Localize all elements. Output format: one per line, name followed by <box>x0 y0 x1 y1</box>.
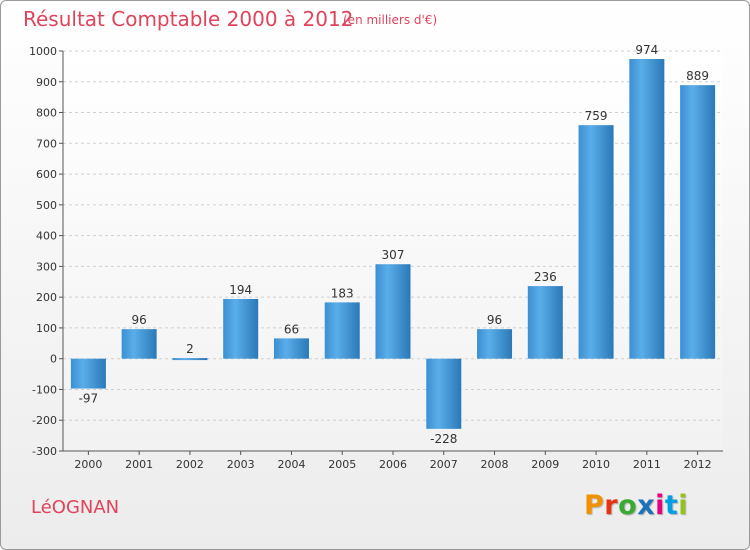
y-tick-label: 400 <box>36 230 57 243</box>
bar-layer <box>70 59 716 429</box>
bar-2007 <box>426 358 462 429</box>
y-tick-label: 100 <box>36 322 57 335</box>
y-tick-label: 600 <box>36 168 57 181</box>
data-label-2012: 889 <box>686 69 709 83</box>
grid-layer <box>63 50 723 452</box>
x-tick-label: 2007 <box>430 458 458 471</box>
y-tick-label: 1000 <box>29 45 57 58</box>
x-tick-label: 2005 <box>328 458 356 471</box>
y-tick-label: 300 <box>36 260 57 273</box>
chart-title: Résultat Comptable 2000 à 2012 <box>23 7 354 31</box>
x-tick-label: 2004 <box>277 458 305 471</box>
y-tick-label: 200 <box>36 291 57 304</box>
data-label-2001: 96 <box>132 313 147 327</box>
proxiti-logo[interactable]: Proxiti <box>584 490 688 521</box>
logo-letter: i <box>655 490 665 521</box>
data-label-2011: 974 <box>635 43 658 57</box>
x-tick-label: 2011 <box>633 458 661 471</box>
logo-letter: o <box>618 490 638 521</box>
bar-2012 <box>680 85 716 359</box>
y-tick-label: 0 <box>50 353 57 366</box>
x-tick-label: 2009 <box>531 458 559 471</box>
data-label-2008: 96 <box>487 313 502 327</box>
y-tick-label: 700 <box>36 137 57 150</box>
y-tick-label: -200 <box>32 414 57 427</box>
data-label-2009: 236 <box>534 270 557 284</box>
bar-2011 <box>629 59 665 359</box>
data-label-2005: 183 <box>331 286 354 300</box>
chart-subtitle: (en milliers d'€) <box>343 13 438 27</box>
bar-2009 <box>527 286 563 359</box>
y-tick-label: 500 <box>36 199 57 212</box>
x-tick-label: 2012 <box>684 458 712 471</box>
logo-letter: t <box>664 490 679 521</box>
bar-2001 <box>121 329 157 359</box>
bar-2010 <box>578 125 614 359</box>
logo-letter: r <box>604 490 619 521</box>
x-tick-label: 2008 <box>481 458 509 471</box>
bar-2008 <box>477 329 513 359</box>
bar-2002 <box>172 358 208 361</box>
x-tick-label: 2002 <box>176 458 204 471</box>
x-tick-label: 2003 <box>227 458 255 471</box>
x-tick-label: 2001 <box>125 458 153 471</box>
data-label-2007: -228 <box>430 432 457 446</box>
data-label-2010: 759 <box>585 109 608 123</box>
x-tick-label: 2000 <box>74 458 102 471</box>
bar-2003 <box>223 299 259 359</box>
y-tick-label: -300 <box>32 445 57 458</box>
x-tick-label: 2010 <box>582 458 610 471</box>
label-layer: -97 96 2 194 66 183 307 -228 96 236 759 974 889 <box>79 43 709 446</box>
y-tick-label: 800 <box>36 107 57 120</box>
data-label-2003: 194 <box>229 283 252 297</box>
data-label-2000: -97 <box>79 392 99 406</box>
y-tick-label: -100 <box>32 383 57 396</box>
data-label-2006: 307 <box>382 248 405 262</box>
bar-2000 <box>70 358 106 389</box>
logo-letter: x <box>637 490 656 521</box>
bar-2006 <box>375 264 411 359</box>
logo-letter: P <box>584 490 605 521</box>
y-tick-label: 900 <box>36 76 57 89</box>
axis-layer: -300 -200 -100 0 100 200 300 400 500 600 700 800 900… <box>29 45 723 471</box>
x-tick-label: 2006 <box>379 458 407 471</box>
logo-letter: i <box>678 490 689 521</box>
bar-2005 <box>324 302 360 359</box>
bar-2004 <box>273 338 309 359</box>
data-label-2004: 66 <box>284 322 299 336</box>
data-label-2002: 2 <box>186 342 194 356</box>
commune-name: LéOGNAN <box>31 497 120 518</box>
